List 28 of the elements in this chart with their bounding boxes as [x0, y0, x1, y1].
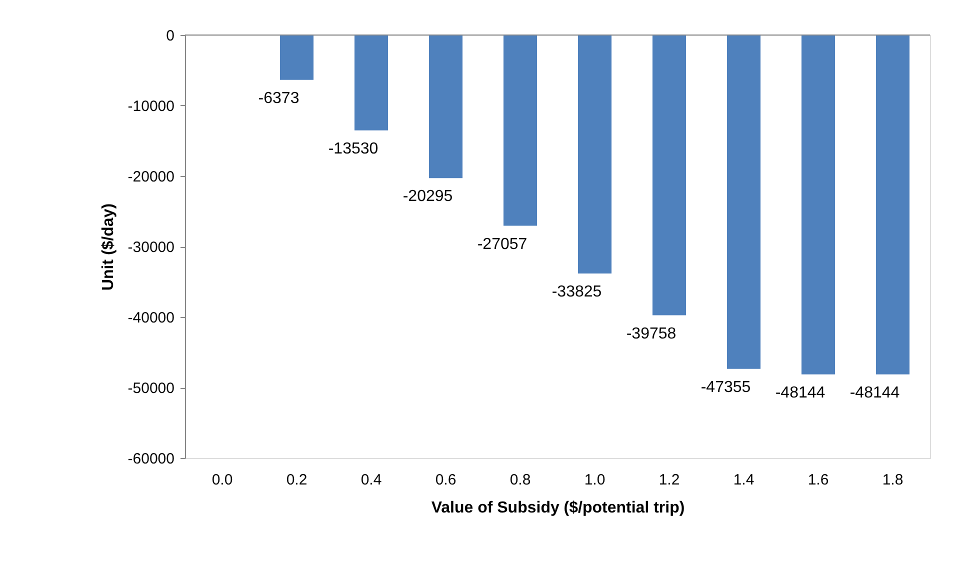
x-tick-label: 1.0 — [584, 472, 606, 488]
x-tick-label: 0.6 — [435, 472, 456, 488]
x-tick-label: 0.8 — [510, 472, 531, 488]
y-tick-label: -50000 — [128, 380, 174, 397]
data-label: -47355 — [700, 378, 751, 396]
x-tick-label: 1.8 — [882, 472, 904, 488]
data-label: -13530 — [328, 140, 378, 158]
x-tick-label: 1.4 — [733, 472, 754, 488]
data-label: -27057 — [477, 236, 528, 253]
y-tick-label: -60000 — [128, 450, 174, 468]
data-label: -20295 — [402, 188, 453, 206]
data-label: -6373 — [258, 90, 300, 107]
x-tick-label: 0.4 — [360, 472, 382, 488]
data-label: -33825 — [552, 283, 602, 300]
data-label: -48144 — [850, 384, 900, 402]
data-label: -39758 — [626, 325, 676, 342]
y-tick-label: -40000 — [128, 310, 174, 326]
x-axis-title: Value of Subsidy ($/potential trip) — [431, 500, 685, 516]
x-tick-label: 1.2 — [658, 472, 680, 488]
data-label: -48144 — [775, 384, 826, 402]
y-tick-label: -30000 — [128, 239, 174, 256]
x-tick-label: 0.0 — [212, 472, 233, 488]
y-tick-label: -10000 — [128, 98, 174, 115]
x-tick-label: 1.6 — [808, 472, 829, 488]
y-tick-label: -20000 — [128, 168, 174, 186]
x-tick-label: 0.2 — [286, 472, 308, 488]
y-axis-title: Unit ($/day) — [100, 203, 117, 291]
y-tick-label: 0 — [166, 28, 174, 44]
